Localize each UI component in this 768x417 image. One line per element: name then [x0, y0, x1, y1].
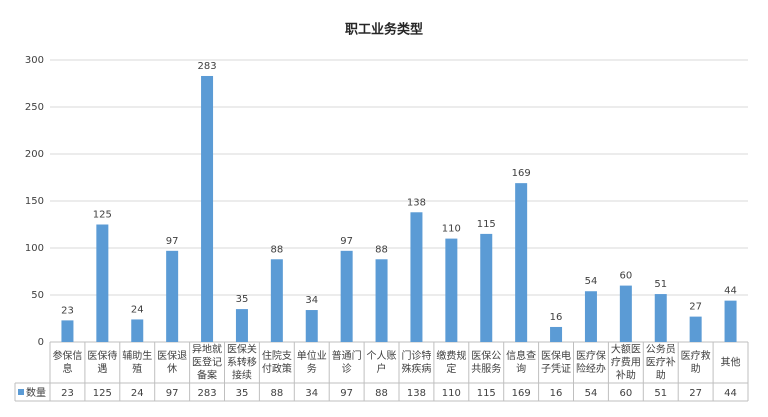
table-value: 110 [442, 388, 461, 399]
data-label: 110 [442, 224, 461, 235]
legend-label: 数量 [26, 386, 46, 399]
x-tick-label: 医保退休 [157, 349, 187, 375]
table-value: 125 [93, 388, 112, 399]
data-label: 283 [198, 61, 217, 72]
x-tick-label: 普通门诊 [332, 349, 362, 375]
x-tick-label: 医保电子凭证 [541, 349, 571, 375]
bar [515, 183, 528, 342]
data-label: 23 [61, 305, 74, 316]
bar [61, 320, 74, 342]
table-value: 60 [619, 388, 632, 399]
x-tick-label: 缴费规定 [436, 349, 466, 375]
x-tick-label: 单位业务 [297, 349, 327, 375]
table-value: 44 [724, 388, 737, 399]
x-tick-label: 门诊特殊疾病 [401, 349, 431, 375]
table-value: 35 [236, 388, 249, 399]
table-value: 16 [550, 388, 563, 399]
x-tick-label: 其他 [721, 356, 741, 369]
y-tick-label: 250 [25, 102, 44, 113]
x-tick-label: 参保信息 [52, 349, 82, 375]
x-tick-label: 信息查询 [506, 349, 536, 375]
y-tick-label: 150 [25, 196, 44, 207]
bar [550, 326, 563, 342]
bar [270, 259, 283, 342]
data-label: 51 [654, 279, 667, 290]
table-value: 23 [61, 388, 74, 399]
data-label: 88 [375, 244, 388, 255]
table-value: 24 [131, 388, 144, 399]
bar [480, 233, 493, 342]
y-tick-label: 200 [25, 149, 44, 160]
bar [654, 294, 667, 342]
data-label: 34 [305, 295, 318, 306]
x-tick-label: 医疗保险经办 [576, 349, 606, 375]
x-tick-label: 住院支付政策 [262, 349, 292, 375]
data-label: 35 [236, 294, 249, 305]
table-value: 97 [166, 388, 179, 399]
data-label: 138 [407, 197, 426, 208]
bar [201, 75, 214, 342]
x-tick-label: 医保公共服务 [471, 349, 501, 375]
data-label: 125 [93, 210, 112, 221]
x-tick-label: 公务员医疗补助 [646, 343, 676, 382]
data-label: 97 [340, 236, 353, 247]
data-label: 169 [512, 168, 531, 179]
bar [96, 224, 109, 342]
bar [235, 309, 248, 342]
x-tick-label: 医保关系转移接续 [227, 343, 257, 382]
table-value: 97 [340, 388, 353, 399]
table-value: 88 [375, 388, 388, 399]
table-value: 88 [270, 388, 283, 399]
chart-title: 职工业务类型 [345, 22, 423, 38]
data-label: 16 [550, 312, 563, 323]
table-value: 27 [689, 388, 702, 399]
table-value: 54 [585, 388, 598, 399]
data-label: 60 [619, 271, 632, 282]
bar [305, 310, 318, 342]
bar [445, 238, 458, 342]
y-tick-label: 50 [31, 290, 44, 301]
x-tick-label: 大额医疗费用补助 [611, 343, 641, 382]
bar [375, 259, 388, 342]
data-label: 24 [131, 304, 144, 315]
bar [584, 291, 597, 342]
bar [166, 250, 179, 342]
data-label: 44 [724, 286, 737, 297]
bar [619, 285, 632, 342]
legend-swatch [18, 389, 24, 395]
table-value: 138 [407, 388, 426, 399]
y-tick-label: 100 [25, 243, 44, 254]
data-label: 115 [477, 219, 496, 230]
x-tick-label: 医保待遇 [87, 349, 117, 375]
table-value: 51 [654, 388, 667, 399]
bar [689, 316, 702, 342]
table-value: 169 [512, 388, 531, 399]
bar [724, 300, 737, 342]
table-value: 34 [305, 388, 318, 399]
x-tick-label: 辅助生殖 [122, 349, 152, 375]
bar [340, 250, 353, 342]
data-label: 27 [689, 302, 702, 313]
y-tick-label: 0 [38, 337, 44, 348]
bar [410, 212, 423, 342]
y-tick-label: 300 [25, 55, 44, 66]
table-value: 115 [477, 388, 496, 399]
bar [131, 319, 144, 342]
x-tick-label: 医疗救助 [681, 349, 711, 375]
data-label: 97 [166, 236, 179, 247]
data-label: 54 [585, 276, 598, 287]
x-tick-label: 个人账户 [367, 350, 397, 375]
data-label: 88 [270, 244, 283, 255]
x-tick-label: 异地就医登记备案 [192, 343, 222, 382]
table-value: 283 [198, 388, 217, 399]
